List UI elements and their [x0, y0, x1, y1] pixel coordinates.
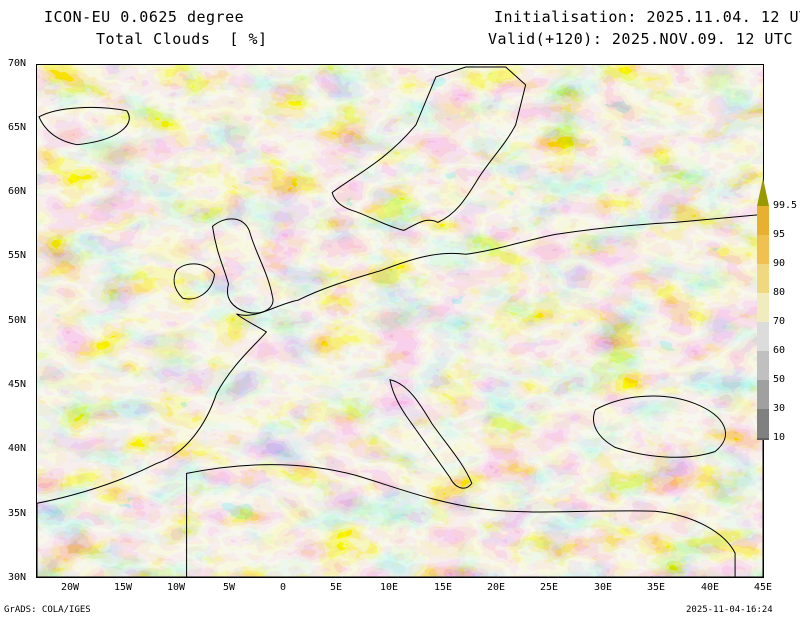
lat-label: 50N	[8, 315, 27, 326]
colorbar	[757, 178, 769, 440]
lon-label: 35E	[646, 582, 666, 593]
colorbar-label: 10	[773, 432, 786, 443]
colorbar-segment	[757, 293, 769, 322]
colorbar-segment	[757, 206, 769, 235]
model-title: ICON-EU 0.0625 degree	[44, 8, 245, 26]
footer-credit: GrADS: COLA/IGES	[4, 605, 91, 615]
coast-ireland	[173, 263, 216, 300]
lat-label: 30N	[8, 572, 27, 583]
colorbar-label: 95	[773, 229, 786, 240]
colorbar-segment	[757, 235, 769, 264]
colorbar-segment	[757, 438, 769, 440]
variable-title: Total Clouds [ %]	[96, 30, 268, 48]
colorbar-segment	[757, 409, 769, 438]
coast-mediterranean	[186, 464, 736, 577]
colorbar-label: 70	[773, 316, 786, 327]
coast-black-sea	[593, 395, 726, 458]
lon-label: 5E	[329, 582, 343, 593]
lat-label: 45N	[8, 379, 27, 390]
coast-scandinavia	[331, 66, 527, 231]
cloud-map	[36, 64, 764, 578]
colorbar-segment	[757, 322, 769, 351]
colorbar-arrow	[757, 178, 769, 206]
lat-label: 35N	[8, 508, 27, 519]
colorbar-label: 99.5	[773, 200, 798, 211]
colorbar-segment	[757, 264, 769, 293]
lon-label: 45E	[753, 582, 773, 593]
colorbar-label: 50	[773, 374, 786, 385]
colorbar-segment	[757, 351, 769, 380]
lat-label: 55N	[8, 250, 27, 261]
lat-label: 65N	[8, 122, 27, 133]
coast-britain	[211, 218, 274, 314]
lon-label: 20W	[60, 582, 80, 593]
init-time: Initialisation: 2025.11.04. 12 UTC	[494, 8, 800, 26]
valid-time: Valid(+120): 2025.NOV.09. 12 UTC	[488, 30, 793, 48]
lat-label: 40N	[8, 443, 27, 454]
colorbar-segment	[757, 380, 769, 409]
lon-label: 15W	[113, 582, 133, 593]
lon-label: 5W	[222, 582, 236, 593]
colorbar-label: 60	[773, 345, 786, 356]
cloud-map-canvas	[37, 65, 763, 577]
lon-label: 25E	[539, 582, 559, 593]
footer-timestamp: 2025-11-04-16:24	[686, 605, 773, 615]
lon-label: 20E	[486, 582, 506, 593]
lat-label: 70N	[8, 58, 27, 69]
lon-label: 15E	[433, 582, 453, 593]
lon-label: 10W	[166, 582, 186, 593]
colorbar-label: 90	[773, 258, 786, 269]
coast-continent	[37, 213, 763, 577]
colorbar-label: 80	[773, 287, 786, 298]
lon-label: 30E	[593, 582, 613, 593]
lon-label: 10E	[379, 582, 399, 593]
coast-iceland	[38, 106, 130, 146]
cloud-field	[37, 65, 763, 577]
lat-label: 60N	[8, 186, 27, 197]
lon-label: 40E	[700, 582, 720, 593]
colorbar-label: 30	[773, 403, 786, 414]
lon-label: 0	[279, 582, 287, 593]
coast-italy	[389, 379, 473, 489]
